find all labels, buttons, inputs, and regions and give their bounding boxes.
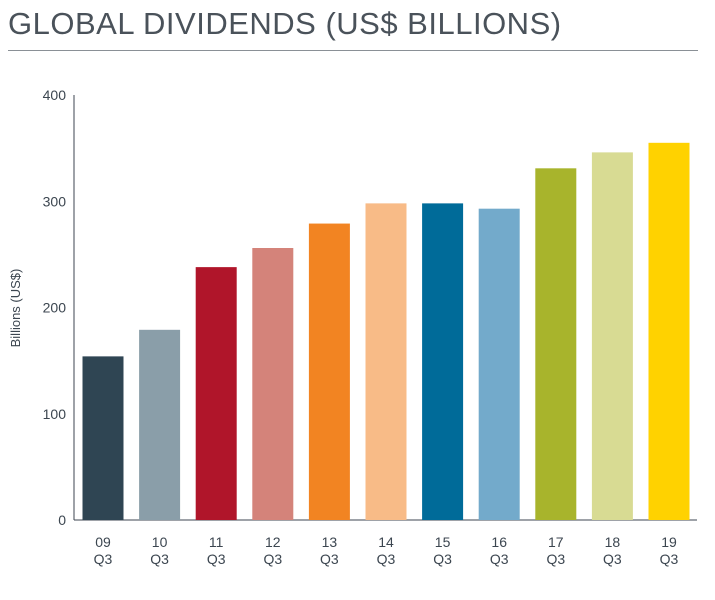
x-tick-label: Q3: [603, 551, 622, 567]
x-tick-label: Q3: [150, 551, 169, 567]
x-tick-label: Q3: [433, 551, 452, 567]
bar: [591, 152, 633, 520]
y-tick-label: 100: [43, 406, 67, 422]
y-axis-label: Billions (US$): [8, 269, 23, 348]
bar: [422, 203, 464, 520]
x-tick-label: Q3: [490, 551, 509, 567]
bar: [139, 329, 181, 520]
x-tick-label: 16: [491, 534, 507, 550]
bar: [648, 142, 690, 520]
bar: [252, 248, 294, 520]
y-tick-label: 400: [43, 87, 67, 103]
x-tick-label: Q3: [207, 551, 226, 567]
x-tick-label: 18: [605, 534, 621, 550]
bar: [82, 356, 124, 520]
x-tick-label: 14: [378, 534, 394, 550]
title-divider: [8, 50, 698, 51]
bar: [308, 223, 350, 520]
x-tick-label: Q3: [263, 551, 282, 567]
bar: [478, 208, 520, 520]
x-tick-label: 15: [435, 534, 451, 550]
x-tick-label: Q3: [320, 551, 339, 567]
x-tick-label: 19: [661, 534, 677, 550]
x-tick-label: Q3: [546, 551, 565, 567]
bar: [535, 168, 577, 520]
x-tick-label: Q3: [94, 551, 113, 567]
bar: [195, 267, 237, 520]
x-tick-label: 10: [152, 534, 168, 550]
x-tick-label: Q3: [660, 551, 679, 567]
y-tick-label: 200: [43, 300, 67, 316]
x-tick-label: 11: [209, 534, 224, 550]
x-tick-label: 13: [322, 534, 338, 550]
y-tick-label: 300: [43, 193, 67, 209]
x-tick-label: 09: [95, 534, 111, 550]
x-tick-label: 17: [548, 534, 564, 550]
x-tick-label: Q3: [377, 551, 396, 567]
chart-title: GLOBAL DIVIDENDS (US$ BILLIONS): [8, 6, 562, 41]
bar: [365, 203, 407, 520]
x-tick-label: 12: [265, 534, 281, 550]
y-tick-label: 0: [58, 512, 66, 528]
